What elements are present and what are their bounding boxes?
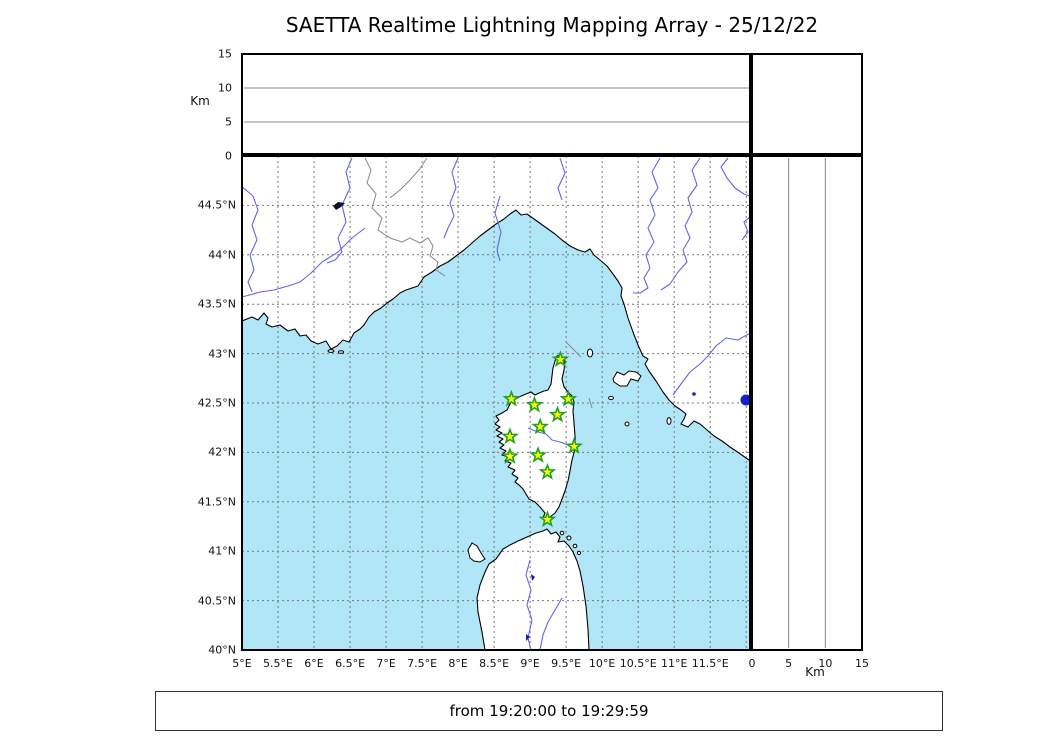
lon-tick-label: 6.5°E	[335, 657, 366, 670]
lat-tick-label: 43.5°N	[197, 297, 236, 311]
altitude-tick-label: 5	[785, 657, 793, 670]
lon-tick-label: 8.5°E	[479, 657, 510, 670]
island-montecristo	[624, 421, 630, 427]
lon-tick-label: 9°E	[520, 657, 540, 670]
altitude-tick-label: 0	[748, 657, 756, 670]
altitude-tick-label: 15	[855, 657, 869, 670]
lat-tick-label: 42°N	[208, 445, 236, 459]
lon-tick-label: 10°E	[588, 657, 616, 670]
lon-tick-label: 9.5°E	[551, 657, 582, 670]
island-maddalena-3	[572, 543, 578, 549]
lon-tick-label: 7.5°E	[407, 657, 438, 670]
lon-tick-label: 5.5°E	[263, 657, 293, 670]
top-altitude-panel	[241, 53, 753, 157]
corner-panel	[751, 53, 863, 157]
island-port-cros	[337, 350, 345, 354]
island-porquerolles	[327, 349, 335, 353]
island-capraia	[586, 348, 594, 358]
lon-tick-label: 8°E	[448, 657, 468, 670]
altitude-tick-label: 10	[818, 657, 833, 670]
island-giglio	[666, 417, 672, 425]
lat-tick-label: 43°N	[208, 347, 236, 361]
lon-tick-label: 5°E	[232, 657, 252, 670]
lon-tick-label: 10.5°E	[619, 657, 657, 670]
altitude-unit-label-right: Km	[805, 665, 825, 679]
island-maddalena-2	[566, 535, 572, 541]
lon-tick-label: 11°E	[660, 657, 688, 670]
island-pianosa	[608, 395, 614, 401]
lake-small	[692, 392, 696, 396]
lat-tick-label: 42.5°N	[197, 396, 236, 410]
altitude-tick-label: 10	[218, 81, 232, 95]
lon-tick-label: 11.5°E	[691, 657, 729, 670]
lat-tick-label: 41°N	[208, 544, 236, 558]
altitude-unit-label-top: Km	[190, 94, 210, 108]
page-title: SAETTA Realtime Lightning Mapping Array …	[285, 13, 819, 37]
lat-tick-label: 41.5°N	[197, 495, 236, 509]
lat-tick-label: 40.5°N	[197, 594, 236, 608]
right-altitude-panel	[751, 155, 863, 651]
lat-tick-label: 40°N	[208, 643, 236, 657]
lake-bolsena	[740, 394, 752, 406]
lon-tick-label: 6°E	[304, 657, 324, 670]
lon-tick-label: 7°E	[376, 657, 396, 670]
lat-tick-label: 44.5°N	[197, 198, 236, 212]
altitude-tick-label: 0	[225, 149, 232, 163]
altitude-tick-label: 15	[218, 47, 232, 61]
time-range-text: from 19:20:00 to 19:29:59	[449, 702, 649, 720]
altitude-tick-label: 5	[225, 115, 232, 129]
lat-tick-label: 44°N	[208, 248, 236, 262]
time-range-box: from 19:20:00 to 19:29:59	[155, 691, 943, 731]
island-maddalena-1	[559, 530, 565, 536]
map-panel	[242, 156, 752, 650]
island-maddalena-4	[576, 550, 582, 556]
